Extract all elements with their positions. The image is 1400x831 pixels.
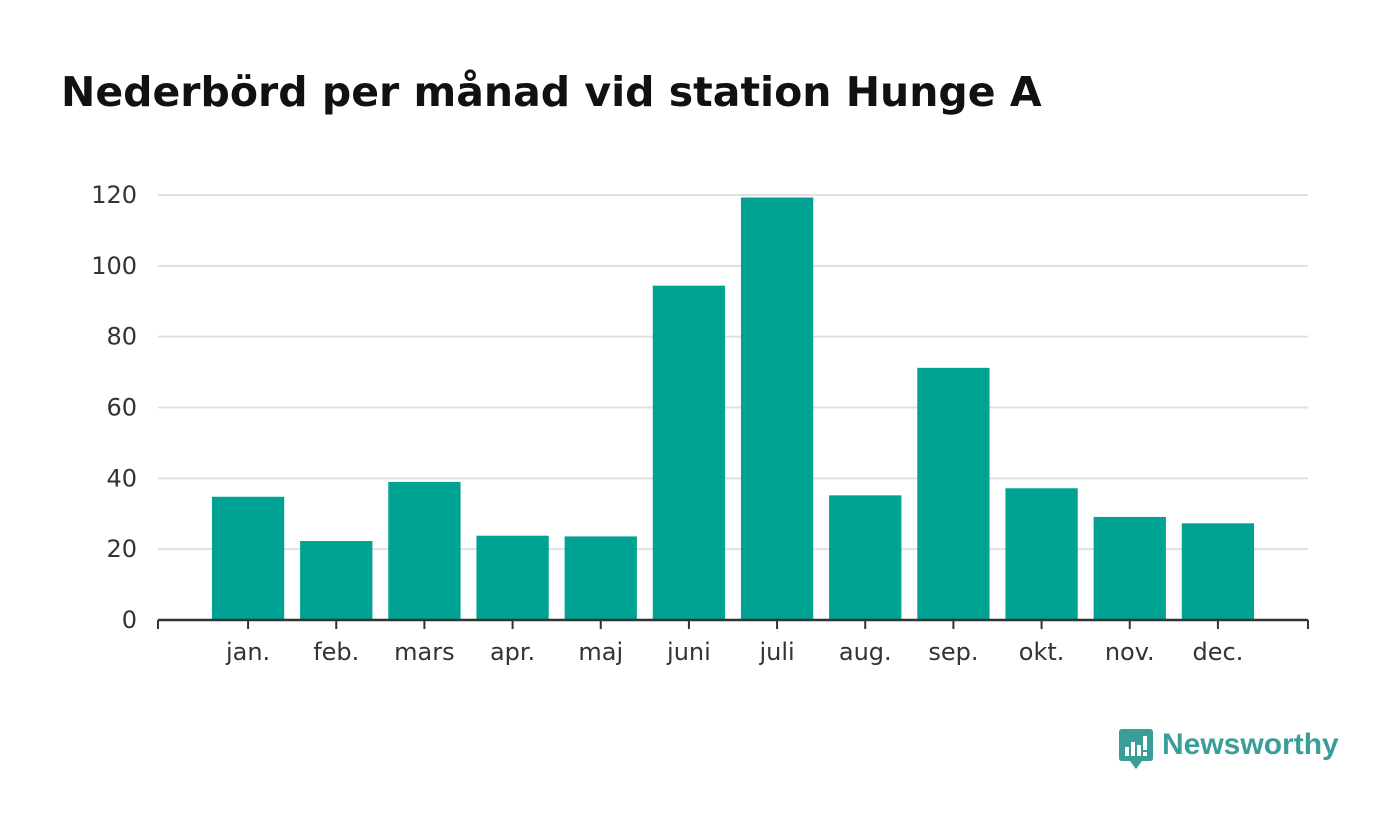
bar-dec (1181, 523, 1255, 620)
brand-name: Newsworthy (1162, 728, 1339, 761)
bar-juli (740, 197, 814, 620)
y-tick-label: 60 (106, 394, 137, 422)
y-tick-label: 100 (91, 252, 137, 280)
bar-feb (300, 541, 373, 620)
x-tick-label: maj (578, 638, 623, 666)
x-tick-label: okt. (1019, 638, 1065, 666)
bar-nov (1093, 516, 1166, 620)
bar-sep (917, 367, 990, 620)
gridlines (158, 194, 1308, 551)
x-tick-label: juli (758, 638, 794, 666)
x-axis (157, 618, 1309, 629)
bar-apr (476, 535, 549, 620)
y-tick-label: 80 (106, 323, 137, 351)
bar-aug (829, 495, 902, 620)
newsworthy-logo-icon (1118, 727, 1154, 775)
bar-okt (1005, 488, 1078, 620)
y-tick-label: 20 (106, 535, 137, 563)
chart-title: Nederbörd per månad vid station Hunge A (61, 68, 1042, 116)
bar-juni (652, 285, 726, 620)
x-tick-label: mars (394, 638, 454, 666)
x-tick-label: jan. (225, 638, 270, 666)
y-tick-label: 40 (106, 464, 137, 492)
y-tick-label: 120 (91, 181, 137, 209)
x-tick-label: nov. (1105, 638, 1155, 666)
bar-jan (211, 496, 285, 620)
x-tick-label: apr. (490, 638, 535, 666)
x-tick-label: feb. (313, 638, 359, 666)
x-tick-label: dec. (1193, 638, 1244, 666)
x-tick-label: juni (666, 638, 711, 666)
x-axis-tick-labels: jan. feb. mars apr. maj juni juli aug. sep. okt. n… (225, 638, 1243, 666)
bars (211, 197, 1255, 620)
x-tick-label: sep. (928, 638, 978, 666)
newsworthy-logo: Newsworthy (1118, 727, 1339, 773)
bar-mars (388, 481, 461, 620)
y-tick-label: 0 (122, 606, 137, 634)
y-axis-tick-labels: 0 20 40 60 80 100 120 (91, 181, 137, 634)
bar-maj (564, 536, 637, 620)
x-tick-label: aug. (839, 638, 892, 666)
